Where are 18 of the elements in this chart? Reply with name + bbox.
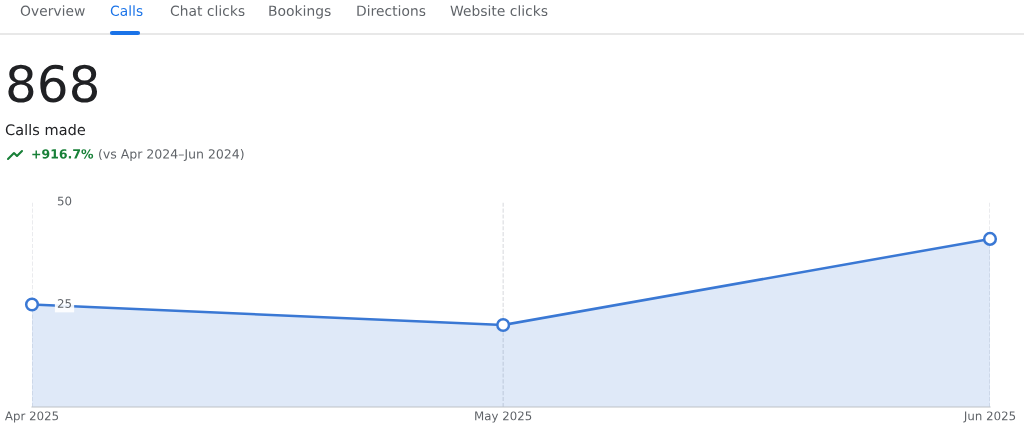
point [24,297,40,312]
point [982,231,998,246]
text: Overview [20,5,85,17]
text: Directions [357,5,426,17]
x-tick-label: Apr 2025 [4,411,59,423]
x-tick-label: May 2025 [475,411,532,423]
text: Calls [110,5,143,17]
chart-title: 868 [8,64,98,103]
text: Website clicks [450,5,548,17]
text: (vs Apr 2024–Jun 2024) [99,148,244,162]
text: +916.7% [32,149,94,159]
x-tick-label: Jun 2025 [963,411,1016,423]
point [496,317,511,333]
y-tick-label: 25 [57,299,71,308]
chart-subtitle: Calls made [5,123,86,136]
y-tick-label: 50 [57,196,72,206]
text: Chat clicks [170,5,245,17]
text: Bookings [269,5,331,19]
